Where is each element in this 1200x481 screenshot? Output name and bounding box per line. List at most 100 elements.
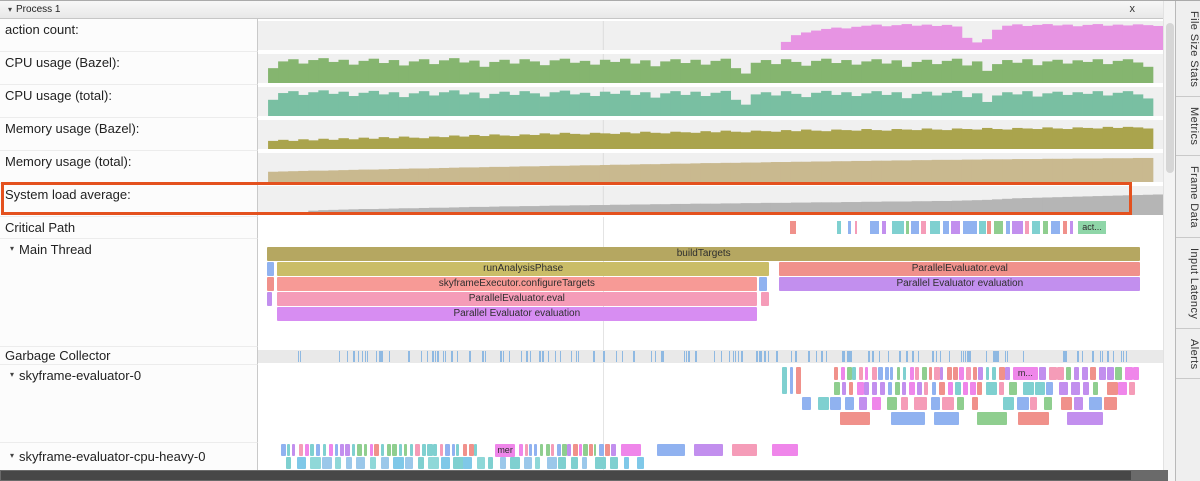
trace-slice[interactable] — [844, 397, 854, 410]
trace-slice[interactable] — [941, 397, 954, 410]
trace-slice[interactable] — [623, 457, 630, 469]
tab-alerts[interactable]: Alerts — [1176, 329, 1200, 380]
trace-slice[interactable] — [621, 444, 641, 456]
gc-tick[interactable] — [905, 351, 907, 362]
critical-path-slice[interactable] — [1062, 221, 1068, 234]
gc-tick[interactable] — [887, 351, 889, 362]
trace-span[interactable]: buildTargets — [267, 247, 1141, 261]
gc-tick[interactable] — [684, 351, 686, 362]
trace-slice[interactable] — [909, 382, 916, 395]
gc-tick[interactable] — [768, 351, 770, 362]
critical-path-slice[interactable] — [987, 221, 992, 234]
trace-slice[interactable] — [934, 367, 941, 380]
trace-slice[interactable] — [540, 444, 544, 456]
trace-slice[interactable] — [1016, 397, 1030, 410]
trace-slice[interactable] — [978, 367, 983, 380]
gc-tick[interactable] — [357, 351, 359, 362]
gc-tick[interactable] — [847, 351, 850, 362]
gc-tick[interactable] — [603, 351, 605, 362]
gc-tick[interactable] — [906, 351, 908, 362]
gc-tick[interactable] — [432, 351, 434, 362]
counter-chart-system-load[interactable] — [258, 184, 1163, 217]
trace-slice[interactable] — [782, 367, 787, 394]
expand-arrow-icon[interactable]: ▾ — [10, 370, 15, 379]
gc-tick[interactable] — [760, 351, 762, 362]
gc-tick[interactable] — [755, 351, 758, 362]
trace-slice[interactable] — [772, 444, 799, 456]
gc-tick[interactable] — [968, 351, 970, 362]
counter-chart-action-count[interactable] — [258, 19, 1163, 52]
trace-slice[interactable] — [1005, 367, 1010, 380]
trace-slice[interactable] — [292, 444, 296, 456]
trace-slice[interactable] — [428, 457, 440, 469]
trace-slice[interactable] — [374, 444, 379, 456]
gc-tick[interactable] — [842, 351, 845, 362]
trace-slice[interactable] — [732, 444, 757, 456]
trace-slice[interactable] — [357, 444, 362, 456]
trace-slice[interactable] — [1002, 397, 1015, 410]
trace-slice[interactable] — [405, 457, 414, 469]
trace-slice[interactable] — [969, 382, 977, 395]
trace-slice[interactable] — [789, 367, 794, 394]
trace-slice[interactable] — [393, 457, 404, 469]
gc-tick[interactable] — [826, 351, 828, 362]
trace-slice[interactable] — [998, 367, 1006, 380]
gc-tick[interactable] — [347, 351, 349, 362]
trace-slice[interactable] — [547, 457, 558, 469]
trace-slice[interactable] — [462, 444, 468, 456]
trace-slice[interactable] — [369, 457, 376, 469]
gc-tick[interactable] — [576, 351, 578, 362]
trace-slice[interactable] — [939, 382, 946, 395]
critical-path-slice[interactable] — [848, 221, 851, 234]
process-title[interactable]: Process 1 — [16, 4, 61, 15]
trace-slice[interactable] — [952, 367, 958, 380]
main-thread-track[interactable]: buildTargets runAnalysisPhase ParallelEval… — [258, 239, 1163, 347]
trace-slice[interactable] — [392, 444, 397, 456]
critical-path-slice[interactable] — [993, 221, 1003, 234]
trace-slice[interactable] — [518, 444, 524, 456]
gc-tick[interactable] — [380, 351, 382, 362]
trace-slice[interactable] — [599, 444, 605, 456]
gc-tick[interactable] — [555, 351, 557, 362]
critical-path-slice[interactable] — [1025, 221, 1030, 234]
trace-slice[interactable] — [605, 444, 610, 456]
trace-slice[interactable] — [871, 382, 877, 395]
gc-tick[interactable] — [820, 351, 823, 362]
gc-tick[interactable] — [362, 351, 364, 362]
trace-slice[interactable] — [902, 367, 907, 380]
expand-arrow-icon[interactable]: ▾ — [10, 451, 15, 460]
gc-tick[interactable] — [871, 351, 874, 362]
gc-tick[interactable] — [602, 351, 604, 362]
trace-slice[interactable] — [335, 457, 342, 469]
trace-slice[interactable] — [310, 457, 321, 469]
trace-slice[interactable] — [534, 457, 541, 469]
trace-slice[interactable] — [476, 457, 485, 469]
trace-slice[interactable] — [328, 444, 333, 456]
trace-slice[interactable] — [356, 457, 366, 469]
critical-path-slice[interactable] — [943, 221, 949, 234]
trace-slice[interactable] — [1125, 367, 1133, 380]
gc-tick[interactable] — [503, 351, 505, 362]
trace-slice[interactable] — [1090, 367, 1097, 380]
trace-slice[interactable] — [588, 444, 593, 456]
trace-slice[interactable] — [551, 444, 554, 456]
counter-chart-memory-bazel[interactable] — [258, 118, 1163, 151]
gc-tick[interactable] — [686, 351, 688, 362]
trace-slice[interactable] — [462, 457, 472, 469]
trace-slice[interactable] — [566, 444, 572, 456]
trace-slice[interactable] — [594, 457, 607, 469]
trace-slice[interactable] — [1073, 397, 1083, 410]
critical-path-slice[interactable] — [911, 221, 919, 234]
trace-slice[interactable] — [1018, 412, 1049, 425]
trace-slice[interactable] — [858, 397, 867, 410]
tab-frame-data[interactable]: Frame Data — [1176, 156, 1200, 238]
gc-tick[interactable] — [961, 351, 963, 362]
trace-slice[interactable] — [417, 457, 425, 469]
vertical-scrollbar-thumb[interactable] — [1166, 23, 1174, 173]
trace-slice[interactable] — [433, 444, 438, 456]
trace-slice[interactable] — [427, 444, 433, 456]
gc-tick[interactable] — [1122, 351, 1124, 362]
critical-path-slice[interactable] — [882, 221, 887, 234]
gc-tick[interactable] — [936, 351, 938, 362]
gc-tick[interactable] — [720, 351, 722, 362]
